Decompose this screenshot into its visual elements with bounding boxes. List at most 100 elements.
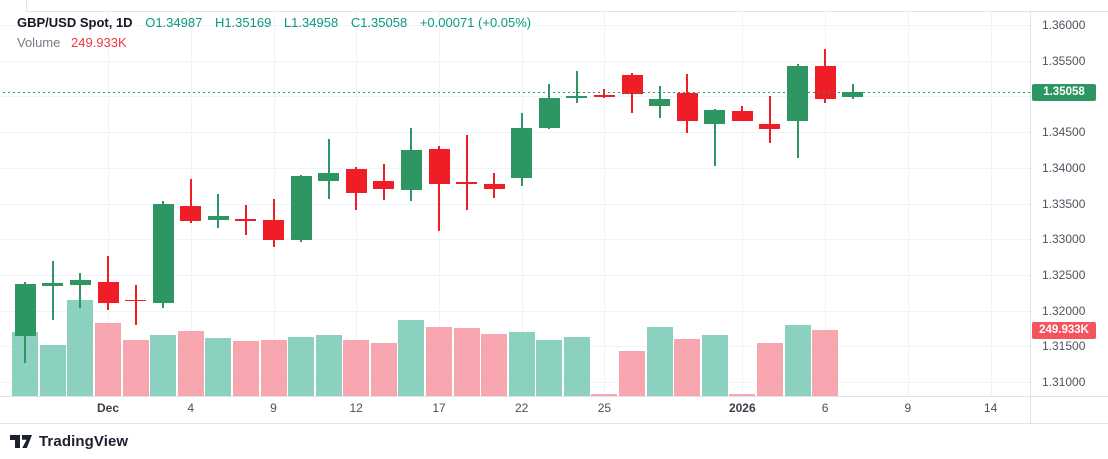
tradingview-logo[interactable]: TradingView bbox=[10, 433, 128, 450]
candle-body bbox=[593, 95, 615, 97]
volume-bar bbox=[756, 342, 783, 396]
ohlc-low: L1.34958 bbox=[283, 15, 339, 30]
volume-value-badge: 249.933K bbox=[1032, 322, 1096, 339]
time-axis-label: 2026 bbox=[728, 401, 756, 415]
candle-body bbox=[97, 282, 119, 304]
candle-wick bbox=[713, 108, 716, 167]
time-gridline bbox=[742, 11, 744, 396]
time-axis-label: 22 bbox=[515, 401, 529, 415]
candle-body bbox=[125, 299, 147, 302]
price-axis-label: 1.34500 bbox=[1042, 125, 1086, 140]
last-price-dotted-line bbox=[3, 92, 1030, 94]
volume-bar bbox=[646, 326, 673, 396]
volume-bar bbox=[619, 350, 645, 396]
volume-label[interactable]: Volume bbox=[17, 35, 61, 50]
volume-bar bbox=[205, 337, 232, 396]
candle-body bbox=[538, 97, 560, 129]
price-axis-label: 1.33000 bbox=[1042, 232, 1086, 247]
chart-bottom-border bbox=[0, 423, 1108, 424]
volume-legend: Volume 249.933K bbox=[17, 36, 127, 50]
candle-body bbox=[42, 282, 64, 286]
volume-bar bbox=[177, 330, 204, 396]
candle-wick bbox=[438, 145, 440, 232]
candle-body bbox=[814, 65, 836, 100]
time-axis-label: 12 bbox=[349, 401, 363, 415]
symbol-title[interactable]: GBP/USD Spot, 1D bbox=[17, 15, 133, 30]
ohlc-open: O1.34987 bbox=[145, 15, 203, 30]
candle-wick bbox=[327, 139, 330, 200]
chart-plot-area[interactable] bbox=[0, 0, 1030, 396]
price-axis-label: 1.33500 bbox=[1042, 196, 1086, 211]
candle-body bbox=[14, 284, 36, 337]
time-gridline bbox=[604, 11, 606, 396]
candle-body bbox=[566, 95, 588, 98]
candle-body bbox=[704, 110, 726, 124]
candle-wick bbox=[189, 179, 192, 224]
price-axis-label: 1.32000 bbox=[1042, 303, 1086, 318]
time-gridline bbox=[521, 11, 523, 396]
volume-bar bbox=[426, 326, 452, 396]
volume-bar bbox=[260, 340, 287, 396]
time-axis-label: 6 bbox=[821, 401, 829, 415]
volume-bar bbox=[453, 328, 480, 396]
volume-bar bbox=[288, 336, 315, 396]
candle-body bbox=[483, 183, 505, 189]
candle-body bbox=[731, 110, 753, 121]
time-gridline bbox=[990, 11, 992, 396]
price-change: +0.00071 (+0.05%) bbox=[419, 15, 532, 30]
price-axis-label: 1.31500 bbox=[1042, 339, 1086, 354]
volume-value: 249.933K bbox=[71, 35, 127, 50]
candle-wick bbox=[134, 284, 137, 325]
price-axis-label: 1.35500 bbox=[1042, 53, 1086, 68]
candle-body bbox=[428, 148, 450, 184]
volume-bar bbox=[150, 334, 177, 396]
price-axis-label: 1.32500 bbox=[1042, 267, 1086, 282]
time-axis-label: 17 bbox=[432, 401, 446, 415]
price-axis-label: 1.34000 bbox=[1042, 160, 1086, 175]
price-axis-label: 1.31000 bbox=[1042, 375, 1086, 389]
tradingview-logo-icon bbox=[10, 435, 32, 448]
price-axis[interactable]: 1.36000 1.35500 1.34500 1.34000 1.33500 1.330… bbox=[1030, 11, 1108, 396]
time-axis-label: 14 bbox=[983, 401, 998, 415]
volume-bar bbox=[343, 340, 370, 396]
candle-body bbox=[373, 180, 395, 190]
time-gridline bbox=[907, 11, 909, 396]
candle-wick bbox=[575, 71, 578, 104]
candle-body bbox=[759, 123, 781, 129]
last-price-badge: 1.35058 bbox=[1032, 83, 1096, 101]
price-gridline bbox=[0, 25, 1030, 26]
price-axis-label: 1.36000 bbox=[1042, 18, 1086, 32]
volume-bar bbox=[370, 343, 397, 396]
time-axis-label: 4 bbox=[187, 401, 195, 415]
volume-bar bbox=[536, 340, 563, 396]
price-gridline bbox=[0, 96, 1030, 98]
price-gridline bbox=[0, 274, 1030, 276]
candle-body bbox=[676, 92, 698, 122]
candle-body bbox=[842, 92, 864, 98]
candle-body bbox=[69, 279, 91, 285]
time-axis[interactable]: Dec 4 9 12 17 22 25 2026 6 9 14 bbox=[0, 396, 1030, 423]
candle-body bbox=[400, 150, 422, 190]
candle-body bbox=[207, 215, 229, 220]
volume-bar bbox=[591, 394, 618, 396]
volume-bar bbox=[67, 299, 94, 396]
candle-body bbox=[263, 219, 284, 240]
time-axis-label: 9 bbox=[904, 401, 912, 415]
candle-body bbox=[511, 127, 533, 179]
volume-bar bbox=[563, 336, 590, 396]
chart-top-border bbox=[26, 11, 1108, 12]
candle-wick bbox=[79, 272, 82, 308]
candle-body bbox=[649, 98, 671, 107]
candle-body bbox=[290, 176, 312, 240]
candle-body bbox=[456, 182, 477, 184]
volume-bar bbox=[508, 331, 535, 396]
ohlc-high: H1.35169 bbox=[214, 15, 272, 30]
candle-wick bbox=[768, 95, 771, 144]
volume-bar bbox=[39, 345, 66, 396]
candle-body bbox=[318, 172, 340, 182]
candle-body bbox=[621, 75, 643, 95]
volume-bar bbox=[729, 394, 756, 396]
candle-wick bbox=[51, 260, 54, 320]
volume-bar bbox=[122, 340, 149, 396]
